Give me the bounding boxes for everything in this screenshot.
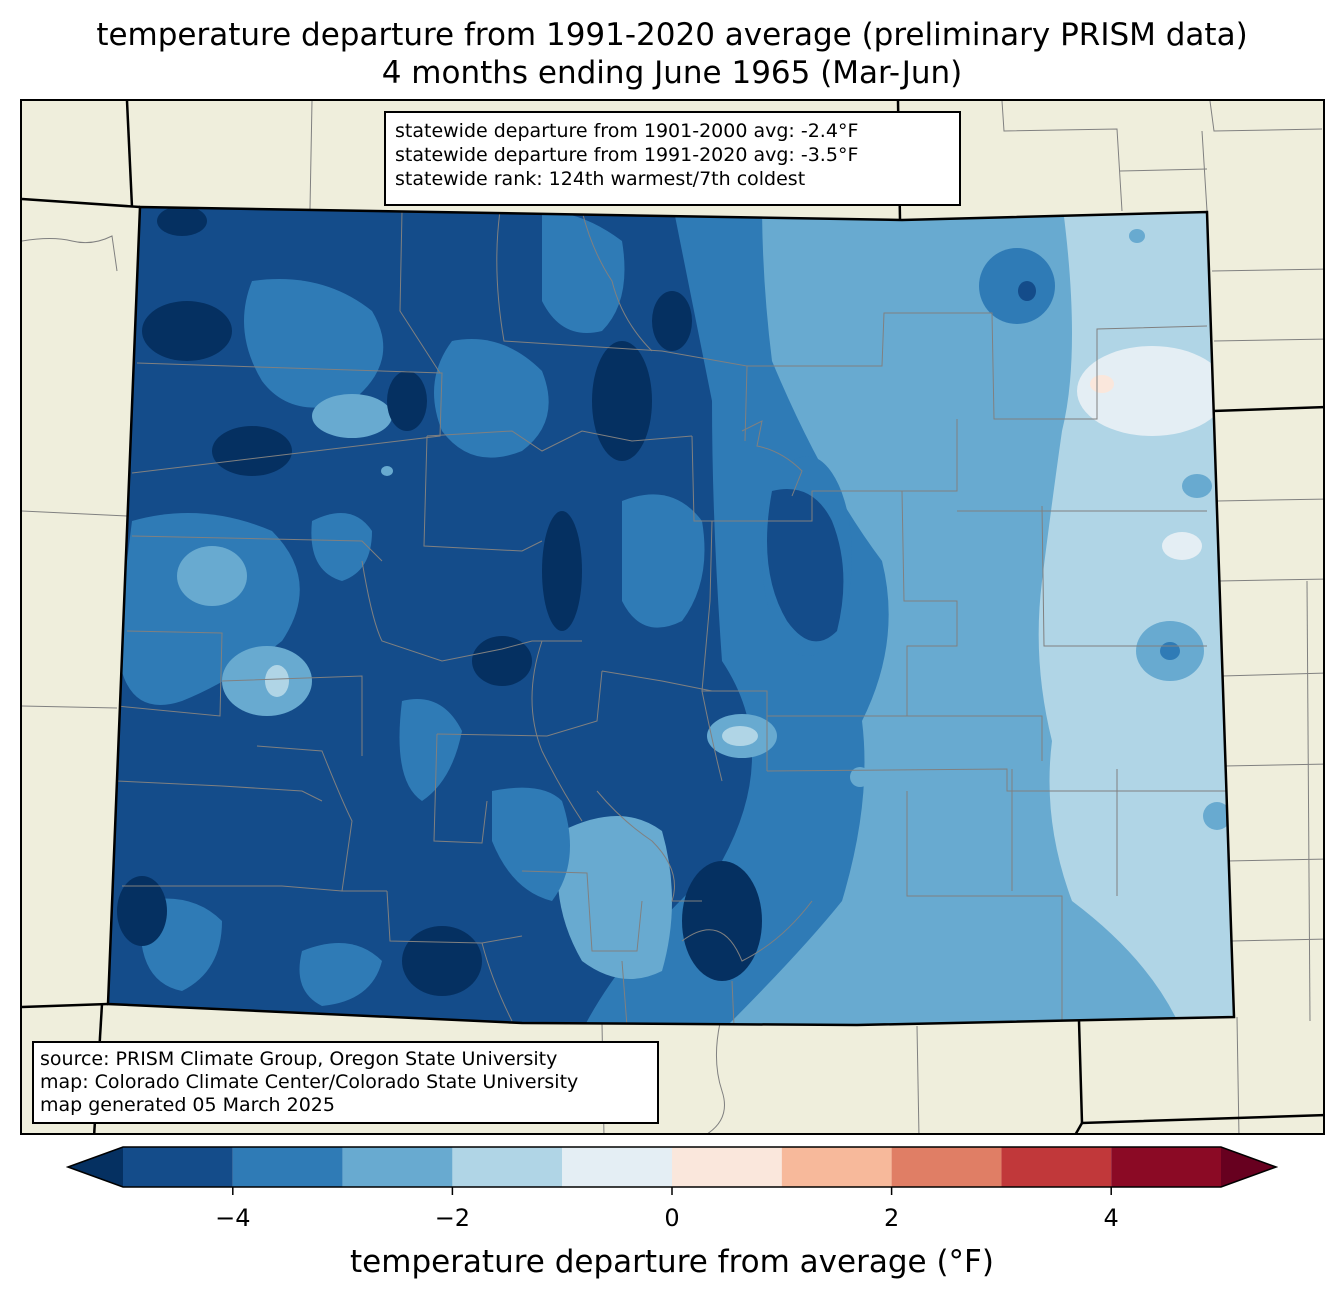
stat-rank: statewide rank: 124th warmest/7th coldes…: [395, 168, 806, 190]
colorbar-bin-4: [562, 1147, 672, 1187]
colorbar-outline: [66, 1146, 1278, 1188]
colorbar-tick-label-0: −4: [215, 1204, 251, 1232]
colorbar-tick-label-2: 0: [664, 1204, 680, 1232]
state-borders: [22, 101, 1323, 1133]
map-credit: map: Colorado Climate Center/Colorado St…: [40, 1071, 579, 1093]
colorbar-bin-0: [123, 1147, 233, 1187]
map-title-line1: temperature departure from 1991-2020 ave…: [96, 17, 1248, 53]
statewide-stats-box: statewide departure from 1901-2000 avg: …: [384, 111, 961, 206]
neighbor-county-lines: [22, 101, 1323, 1133]
colorado-county-lines: [116, 210, 1232, 1025]
source-box: source: PRISM Climate Group, Oregon Stat…: [32, 1041, 659, 1124]
colorbar-bin-3: [452, 1147, 563, 1187]
source-credit: source: PRISM Climate Group, Oregon Stat…: [40, 1048, 558, 1070]
map-title-line2: 4 months ending June 1965 (Mar-Jun): [381, 55, 963, 91]
colorbar-under-extension: [68, 1147, 123, 1187]
map-panel: [20, 99, 1325, 1135]
colorbar-bin-8: [1001, 1147, 1112, 1187]
map-generated-date: map generated 05 March 2025: [40, 1094, 335, 1116]
colorbar-bin-2: [342, 1147, 453, 1187]
colorbar-label: temperature departure from average (°F): [350, 1244, 994, 1280]
colorbar-over-extension: [1221, 1147, 1276, 1187]
colorado-temperature-map: [22, 101, 1323, 1133]
colorbar-bin-6: [781, 1147, 892, 1187]
colorbar-tick-label-3: 2: [883, 1204, 900, 1232]
colorbar-bin-9: [1111, 1147, 1221, 1187]
stat-departure-1991-2020: statewide departure from 1991-2020 avg: …: [395, 144, 859, 166]
stat-departure-1901-2000: statewide departure from 1901-2000 avg: …: [395, 120, 859, 142]
colorbar-tick-label-4: 4: [1103, 1204, 1119, 1232]
colorbar-bin-5: [672, 1147, 782, 1187]
temperature-departure-field: [108, 207, 1234, 1025]
colorbar-bin-7: [891, 1147, 1002, 1187]
colorbar-bin-1: [232, 1147, 343, 1187]
colorbar: [66, 1146, 1278, 1195]
colorbar-tick-label-1: −2: [434, 1204, 471, 1232]
